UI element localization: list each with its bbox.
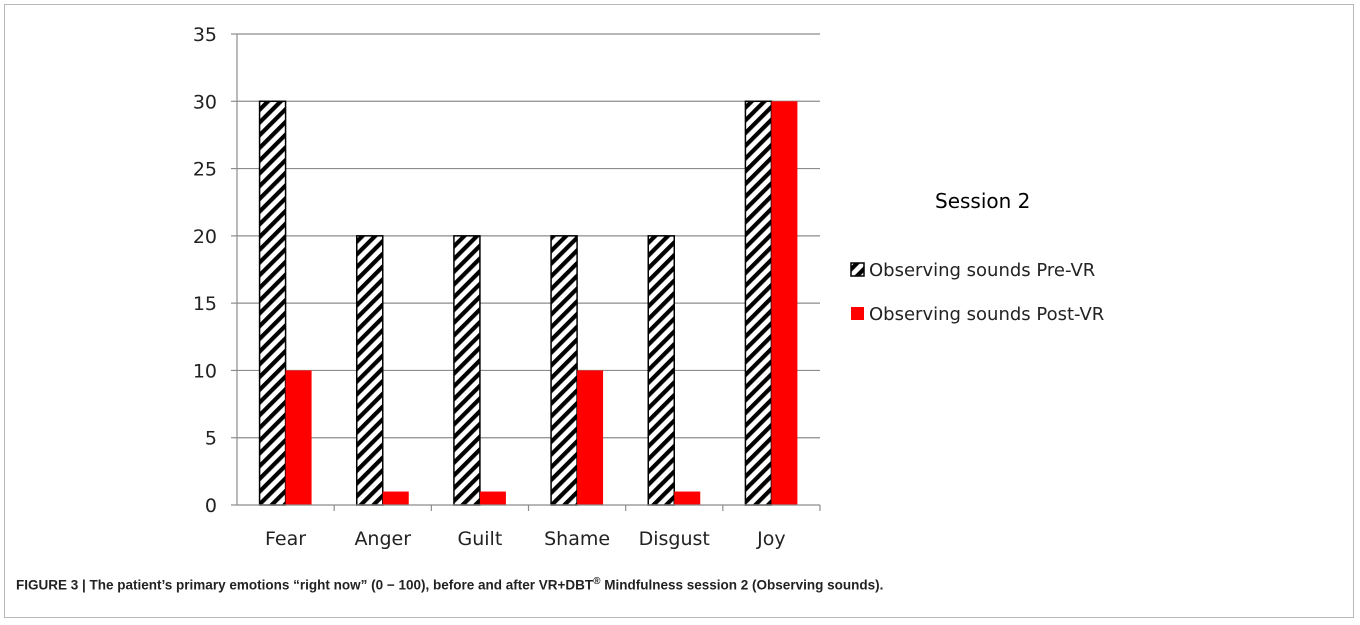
legend-swatch-pre — [850, 262, 865, 277]
x-tick-label-fear: Fear — [265, 528, 306, 550]
legend-title: Session 2 — [935, 189, 1030, 213]
legend-swatch-post — [851, 307, 864, 320]
gridlines — [237, 33, 820, 439]
x-tick-label-guilt: Guilt — [458, 528, 503, 550]
bar-post-vr-anger — [382, 491, 409, 505]
bar-post-vr-fear — [285, 370, 312, 505]
x-tick-label-shame: Shame — [544, 528, 610, 550]
figure-caption: FIGURE 3 | The patient’s primary emotion… — [16, 576, 1336, 593]
figure-caption-text: The patient’s primary emotions “right no… — [89, 577, 594, 593]
y-tick-label: 30 — [193, 91, 217, 113]
y-tick-label: 35 — [193, 24, 217, 46]
bar-post-vr-shame — [577, 370, 604, 505]
legend: Session 2 Observing sounds Pre-VR Observ… — [850, 189, 1104, 325]
registered-mark: ® — [593, 576, 601, 587]
bar-post-vr-joy — [771, 101, 798, 506]
legend-label-post: Observing sounds Post-VR — [869, 304, 1104, 325]
bar-pre-vr-disgust — [647, 235, 675, 506]
x-tick-label-disgust: Disgust — [639, 528, 710, 550]
bar-pre-vr-guilt — [453, 235, 481, 506]
x-tick-label-anger: Anger — [354, 528, 411, 550]
figure-caption-label: FIGURE 3 | — [16, 577, 90, 593]
y-tick-label: 5 — [205, 428, 217, 450]
x-tick-label-joy: Joy — [756, 528, 785, 550]
bar-pre-vr-joy — [744, 100, 773, 506]
y-tick-label: 15 — [193, 293, 217, 315]
axes: 0 5 10 15 20 25 30 35 Fear Anger Guilt Shame Disgust… — [193, 24, 821, 550]
bar-post-vr-guilt — [479, 491, 506, 505]
bar-pre-vr-shame — [550, 235, 578, 506]
legend-label-pre: Observing sounds Pre-VR — [869, 260, 1095, 281]
bar-chart: 0 5 10 15 20 25 30 35 Fear Anger Guilt Shame Disgust… — [193, 24, 1105, 550]
y-tick-label: 0 — [205, 495, 217, 517]
bar-post-vr-disgust — [674, 491, 701, 505]
y-tick-label: 10 — [193, 360, 217, 382]
y-tick-label: 25 — [193, 159, 217, 181]
figure-frame: 0 5 10 15 20 25 30 35 Fear Anger Guilt Shame Disgust… — [4, 4, 1354, 618]
y-tick-label: 20 — [193, 226, 217, 248]
bar-pre-vr-anger — [356, 235, 384, 506]
bar-pre-vr-fear — [258, 100, 287, 506]
figure-caption-text-end: Mindfulness session 2 (Observing sounds)… — [600, 577, 884, 593]
